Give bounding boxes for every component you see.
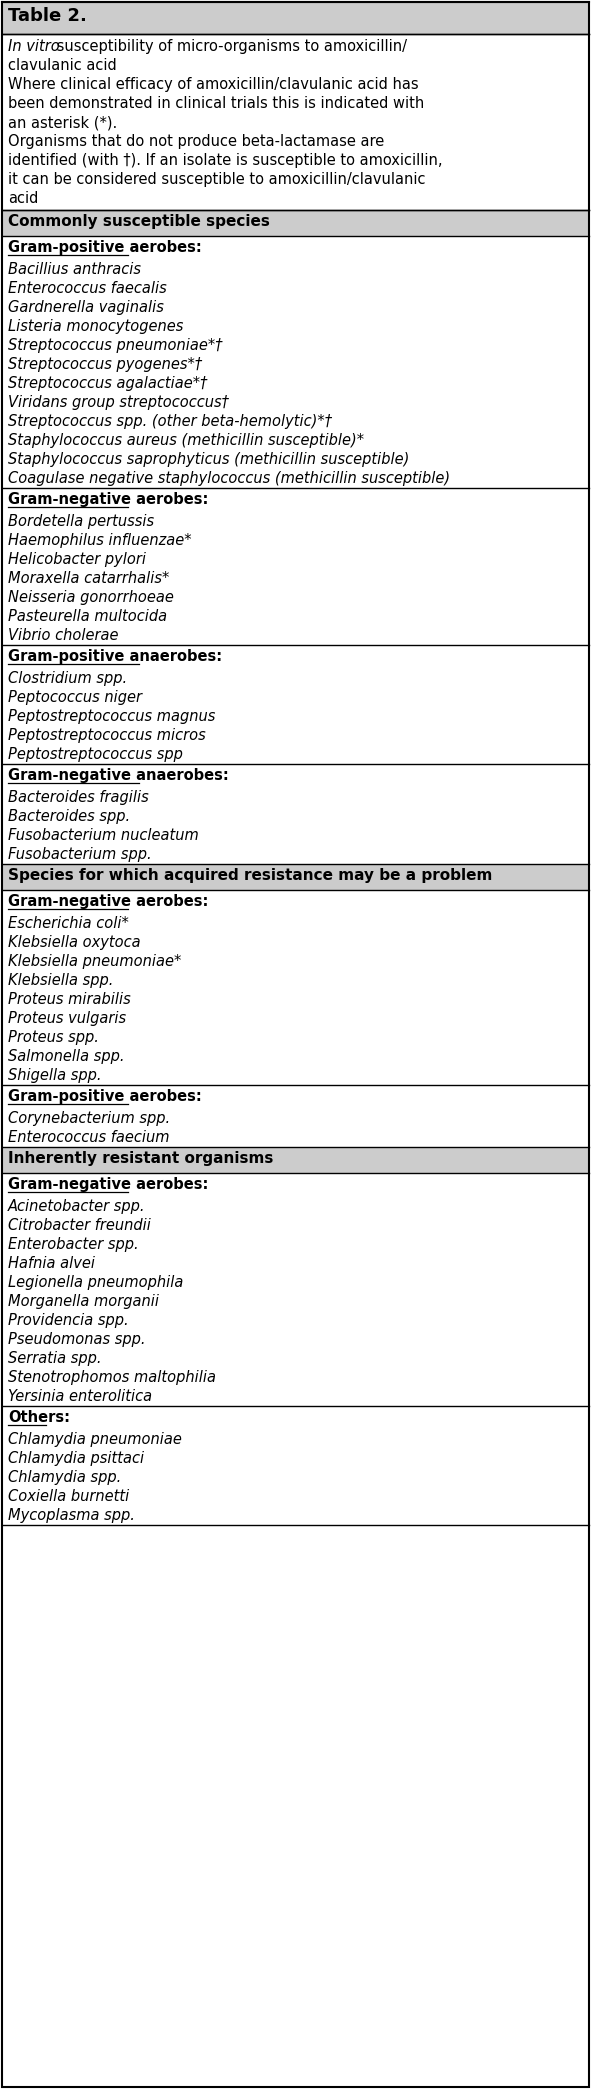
- Text: Proteus vulgaris: Proteus vulgaris: [8, 1011, 126, 1026]
- Text: Enterococcus faecalis: Enterococcus faecalis: [8, 282, 167, 297]
- Text: Streptococcus agalactiae*†: Streptococcus agalactiae*†: [8, 376, 207, 391]
- Bar: [2, 211, 589, 236]
- Text: Gram-positive aerobes:: Gram-positive aerobes:: [8, 240, 202, 255]
- Text: Chlamydia psittaci: Chlamydia psittaci: [8, 1452, 144, 1466]
- Text: Chlamydia spp.: Chlamydia spp.: [8, 1471, 121, 1485]
- Text: Peptostreptococcus magnus: Peptostreptococcus magnus: [8, 708, 215, 725]
- Text: Pseudomonas spp.: Pseudomonas spp.: [8, 1333, 145, 1347]
- Text: Shigella spp.: Shigella spp.: [8, 1067, 102, 1082]
- Text: Gram-negative aerobes:: Gram-negative aerobes:: [8, 493, 209, 508]
- Text: Gram-positive anaerobes:: Gram-positive anaerobes:: [8, 650, 222, 664]
- Text: Proteus spp.: Proteus spp.: [8, 1030, 99, 1044]
- Text: Legionella pneumophila: Legionella pneumophila: [8, 1274, 183, 1291]
- Text: Gram-negative aerobes:: Gram-negative aerobes:: [8, 1176, 209, 1193]
- Text: Haemophilus influenzae*: Haemophilus influenzae*: [8, 533, 191, 547]
- Text: Neisseria gonorrhoeae: Neisseria gonorrhoeae: [8, 589, 174, 606]
- Text: Proteus mirabilis: Proteus mirabilis: [8, 992, 131, 1007]
- Text: Mycoplasma spp.: Mycoplasma spp.: [8, 1508, 135, 1523]
- Text: Moraxella catarrhalis*: Moraxella catarrhalis*: [8, 570, 170, 587]
- Text: Enterococcus faecium: Enterococcus faecium: [8, 1130, 170, 1145]
- Bar: [2, 2, 589, 33]
- Text: Bacteroides fragilis: Bacteroides fragilis: [8, 790, 149, 804]
- Text: Clostridium spp.: Clostridium spp.: [8, 671, 127, 685]
- Text: Gram-negative anaerobes:: Gram-negative anaerobes:: [8, 769, 229, 783]
- Text: Listeria monocytogenes: Listeria monocytogenes: [8, 320, 183, 334]
- Text: Staphylococcus aureus (methicillin susceptible)*: Staphylococcus aureus (methicillin susce…: [8, 432, 364, 447]
- Text: Peptostreptococcus micros: Peptostreptococcus micros: [8, 727, 206, 744]
- Text: Vibrio cholerae: Vibrio cholerae: [8, 629, 119, 643]
- Text: Enterobacter spp.: Enterobacter spp.: [8, 1237, 139, 1251]
- Text: Fusobacterium nucleatum: Fusobacterium nucleatum: [8, 827, 199, 844]
- Text: Acinetobacter spp.: Acinetobacter spp.: [8, 1199, 145, 1214]
- Text: Pasteurella multocida: Pasteurella multocida: [8, 610, 167, 625]
- Text: Gardnerella vaginalis: Gardnerella vaginalis: [8, 301, 164, 315]
- Text: In vitro: In vitro: [8, 40, 60, 54]
- Text: Yersinia enterolitica: Yersinia enterolitica: [8, 1389, 152, 1404]
- Text: acid: acid: [8, 190, 38, 207]
- Bar: [2, 865, 589, 890]
- Text: Commonly susceptible species: Commonly susceptible species: [8, 213, 270, 230]
- Text: Fusobacterium spp.: Fusobacterium spp.: [8, 846, 152, 863]
- Text: Inherently resistant organisms: Inherently resistant organisms: [8, 1151, 274, 1166]
- Text: Gram-negative aerobes:: Gram-negative aerobes:: [8, 894, 209, 909]
- Text: Providencia spp.: Providencia spp.: [8, 1314, 129, 1329]
- Text: Table 2.: Table 2.: [8, 6, 87, 25]
- Text: Hafnia alvei: Hafnia alvei: [8, 1255, 95, 1270]
- Text: Species for which acquired resistance may be a problem: Species for which acquired resistance ma…: [8, 869, 492, 884]
- Text: it can be considered susceptible to amoxicillin/clavulanic: it can be considered susceptible to amox…: [8, 171, 426, 188]
- Text: Bacteroides spp.: Bacteroides spp.: [8, 808, 130, 823]
- Text: identified (with †). If an isolate is susceptible to amoxicillin,: identified (with †). If an isolate is su…: [8, 152, 443, 167]
- Text: Staphylococcus saprophyticus (methicillin susceptible): Staphylococcus saprophyticus (methicilli…: [8, 451, 410, 468]
- Text: Salmonella spp.: Salmonella spp.: [8, 1049, 125, 1063]
- Text: been demonstrated in clinical trials this is indicated with: been demonstrated in clinical trials thi…: [8, 96, 424, 111]
- Text: Where clinical efficacy of amoxicillin/clavulanic acid has: Where clinical efficacy of amoxicillin/c…: [8, 77, 418, 92]
- Bar: [2, 1147, 589, 1174]
- Text: Klebsiella spp.: Klebsiella spp.: [8, 973, 113, 988]
- Text: Streptococcus pyogenes*†: Streptococcus pyogenes*†: [8, 357, 202, 372]
- Text: susceptibility of micro-organisms to amoxicillin/: susceptibility of micro-organisms to amo…: [51, 40, 407, 54]
- Text: clavulanic acid: clavulanic acid: [8, 58, 117, 73]
- Text: Others:: Others:: [8, 1410, 70, 1425]
- Text: Klebsiella oxytoca: Klebsiella oxytoca: [8, 936, 141, 950]
- Text: Klebsiella pneumoniae*: Klebsiella pneumoniae*: [8, 955, 181, 969]
- Text: Viridans group streptococcus†: Viridans group streptococcus†: [8, 395, 229, 409]
- Text: Peptostreptococcus spp: Peptostreptococcus spp: [8, 748, 183, 762]
- Text: Bacillius anthracis: Bacillius anthracis: [8, 261, 141, 278]
- Text: Coxiella burnetti: Coxiella burnetti: [8, 1489, 129, 1504]
- Text: Organisms that do not produce beta-lactamase are: Organisms that do not produce beta-lacta…: [8, 134, 384, 148]
- Text: Peptococcus niger: Peptococcus niger: [8, 689, 142, 704]
- Text: Escherichia coli*: Escherichia coli*: [8, 915, 129, 932]
- Text: an asterisk (*).: an asterisk (*).: [8, 115, 117, 130]
- Text: Corynebacterium spp.: Corynebacterium spp.: [8, 1111, 170, 1126]
- Text: Bordetella pertussis: Bordetella pertussis: [8, 514, 154, 529]
- Text: Stenotrophomos maltophilia: Stenotrophomos maltophilia: [8, 1370, 216, 1385]
- Text: Streptococcus pneumoniae*†: Streptococcus pneumoniae*†: [8, 338, 223, 353]
- Text: Streptococcus spp. (other beta-hemolytic)*†: Streptococcus spp. (other beta-hemolytic…: [8, 414, 332, 428]
- Text: Chlamydia pneumoniae: Chlamydia pneumoniae: [8, 1431, 182, 1448]
- Text: Citrobacter freundii: Citrobacter freundii: [8, 1218, 151, 1233]
- Text: Helicobacter pylori: Helicobacter pylori: [8, 551, 146, 566]
- Text: Gram-positive aerobes:: Gram-positive aerobes:: [8, 1088, 202, 1103]
- Text: Coagulase negative staphylococcus (methicillin susceptible): Coagulase negative staphylococcus (methi…: [8, 470, 450, 487]
- Text: Serratia spp.: Serratia spp.: [8, 1352, 102, 1366]
- Text: Morganella morganii: Morganella morganii: [8, 1293, 159, 1310]
